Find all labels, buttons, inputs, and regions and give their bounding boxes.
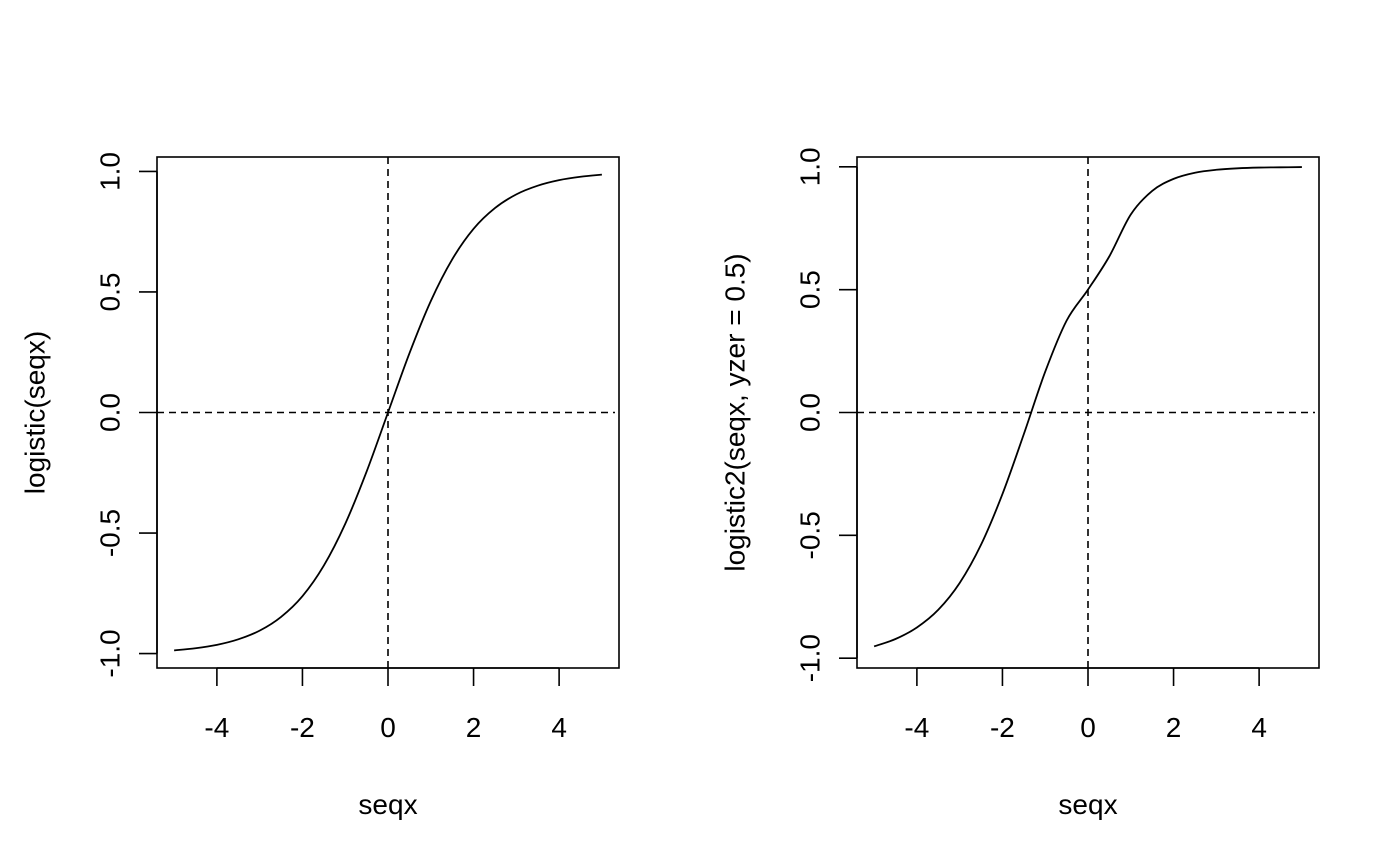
y-tick-label: -1.0 bbox=[795, 634, 826, 682]
y-tick-label: 0.0 bbox=[795, 393, 826, 432]
x-tick-label: -4 bbox=[904, 712, 929, 743]
left-panel: -4 -2 0 2 4 seqx -1.0 -0.5 0.0 0.5 1.0 logistic(seq… bbox=[20, 152, 620, 820]
x-tick-label: 0 bbox=[380, 712, 396, 743]
y-tick-label: 0.5 bbox=[95, 273, 126, 312]
x-tick-label: -2 bbox=[990, 712, 1015, 743]
y-tick-label: 1.0 bbox=[95, 152, 126, 191]
x-tick-label: 2 bbox=[1166, 712, 1182, 743]
x-tick-label: 2 bbox=[466, 712, 482, 743]
x-tick-label: -2 bbox=[290, 712, 315, 743]
y-tick-label: -1.0 bbox=[95, 629, 126, 677]
y-axis-title: logistic(seqx) bbox=[20, 331, 51, 494]
x-axis-title: seqx bbox=[358, 789, 417, 820]
x-tick-label: 4 bbox=[551, 712, 567, 743]
y-tick-label: -0.5 bbox=[795, 511, 826, 559]
x-tick-label: -4 bbox=[204, 712, 229, 743]
y-axis-title: logistic2(seqx, yzer = 0.5) bbox=[720, 253, 751, 571]
x-axis-title: seqx bbox=[1058, 789, 1117, 820]
y-tick-label: 1.0 bbox=[795, 147, 826, 186]
y-tick-label: 0.5 bbox=[795, 270, 826, 309]
series-line bbox=[873, 166, 1302, 648]
y-tick-label: -0.5 bbox=[95, 509, 126, 557]
right-panel: -4 -2 0 2 4 seqx -1.0 -0.5 0.0 0.5 1.0 logistic2(se… bbox=[720, 147, 1320, 820]
x-tick-label: 0 bbox=[1080, 712, 1096, 743]
y-tick-label: 0.0 bbox=[95, 393, 126, 432]
series-line bbox=[174, 173, 602, 652]
x-tick-label: 4 bbox=[1251, 712, 1267, 743]
